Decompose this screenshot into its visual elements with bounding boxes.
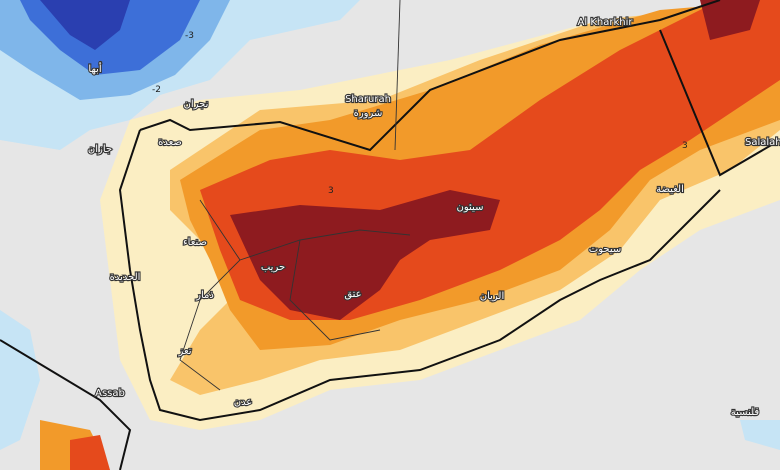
place-label: أبها bbox=[88, 62, 101, 75]
place-label: نجران bbox=[184, 99, 209, 110]
place-labels: Al Kharkhir Sharurah شرورة Salalah Assab… bbox=[87, 16, 780, 419]
place-label: شرورة bbox=[354, 108, 383, 119]
place-label: Sharurah bbox=[345, 94, 391, 105]
place-label: جازان bbox=[88, 144, 112, 155]
place-label: عتق bbox=[344, 289, 361, 300]
contour-labels: -3 -2 3 3 bbox=[152, 31, 688, 196]
place-label: عدن bbox=[234, 397, 253, 408]
place-label: الحديدة bbox=[110, 272, 141, 283]
place-label: سيئون bbox=[457, 202, 484, 213]
contour-label: 3 bbox=[682, 141, 688, 151]
place-label: تعز bbox=[177, 346, 191, 357]
place-label: سيحوت bbox=[589, 244, 621, 255]
place-label: حريب bbox=[261, 262, 285, 273]
place-label: Salalah bbox=[745, 137, 780, 148]
place-label: الغيضة bbox=[656, 184, 684, 195]
place-label: صنعاء bbox=[183, 237, 207, 248]
place-label: Assab bbox=[95, 388, 125, 399]
place-label: صعدة bbox=[158, 137, 182, 148]
place-label: ذمار bbox=[195, 290, 214, 301]
place-label: الريان bbox=[480, 291, 505, 302]
contour-label: 3 bbox=[328, 186, 334, 196]
place-label: قلنسية bbox=[731, 407, 760, 418]
place-label: Al Kharkhir bbox=[578, 17, 634, 28]
contour-label: -2 bbox=[152, 85, 161, 95]
contour-label: -3 bbox=[185, 31, 194, 41]
